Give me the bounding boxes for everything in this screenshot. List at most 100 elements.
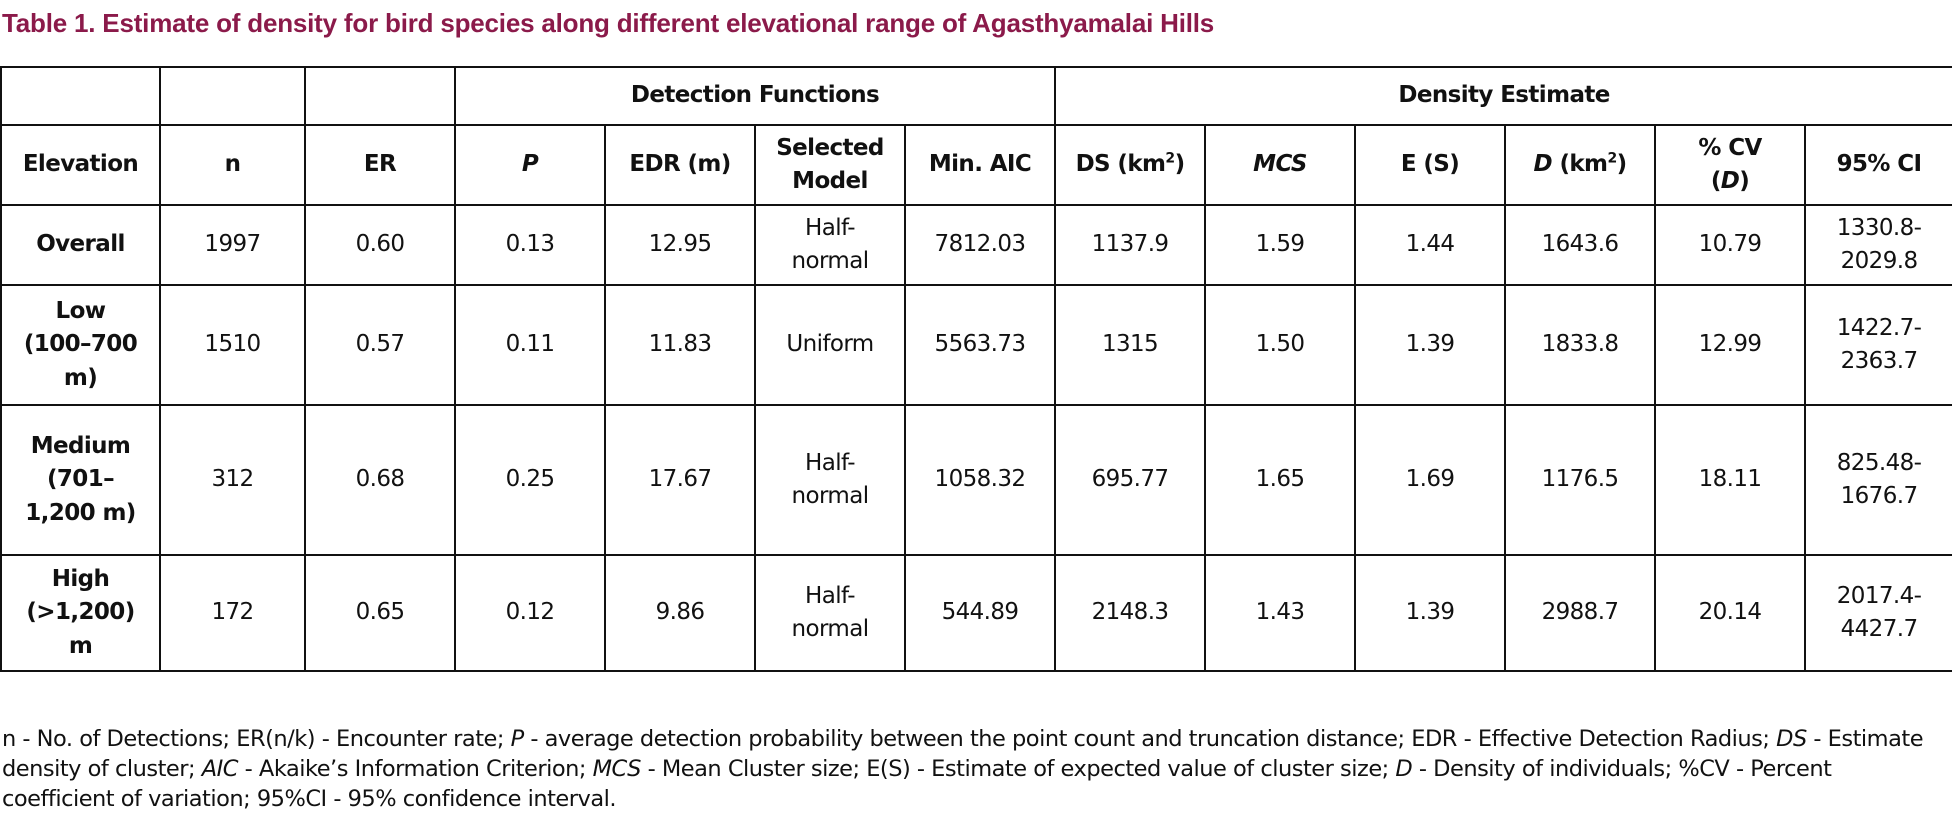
cell-model: Half-normal	[754, 404, 906, 556]
model-line: normal	[791, 248, 870, 274]
cell-d: 1643.6	[1504, 204, 1657, 286]
col-header-d-close: )	[1616, 151, 1628, 178]
col-header-selected-model-line1: Selected	[776, 134, 884, 161]
model-line: Half-	[805, 214, 856, 241]
cell-edr: 17.67	[604, 404, 756, 556]
cell-ci: 825.48- 1676.7	[1804, 404, 1952, 556]
cell-mcs: 1.43	[1204, 554, 1357, 672]
elevation-line: 1,200 m)	[25, 499, 136, 526]
table-footnote: n - No. of Detections; ER(n/k) - Encount…	[2, 724, 1942, 814]
cell-mcs: 1.65	[1204, 404, 1357, 556]
cell-ci: 1330.8- 2029.8	[1804, 204, 1952, 286]
elevation-line: (>1,200)	[26, 599, 135, 626]
table-row-medium: Medium (701– 1,200 m) 312 0.68 0.25 17.67 …	[0, 404, 1952, 556]
cell-er: 0.60	[304, 204, 456, 286]
cell-ds: 2148.3	[1054, 554, 1207, 672]
col-header-n: n	[159, 124, 306, 206]
cell-ci: 2017.4- 4427.7	[1804, 554, 1952, 672]
cell-cv: 12.99	[1654, 284, 1807, 406]
cell-model: Half-normal	[754, 204, 906, 286]
ci-line: 1330.8-	[1836, 214, 1922, 241]
cell-aic: 7812.03	[903, 204, 1057, 286]
footnote-aic-def: - Akaike’s Information Criterion;	[238, 756, 593, 782]
elevation-line: m)	[63, 364, 98, 391]
cell-mcs: 1.50	[1204, 284, 1357, 406]
cell-p: 0.25	[454, 404, 606, 556]
cell-es: 1.44	[1354, 204, 1507, 286]
col-header-d: D (km2)	[1504, 124, 1657, 206]
footnote-ds-abbr: DS	[1776, 726, 1807, 752]
header-blank-cell	[0, 66, 161, 126]
elevation-line: High	[51, 565, 110, 592]
cell-p: 0.12	[454, 554, 606, 672]
cell-elevation: High (>1,200) m	[0, 554, 161, 672]
col-header-ds-text: DS (km	[1075, 151, 1166, 178]
ci-line: 1676.7	[1840, 483, 1918, 509]
cell-n: 172	[159, 554, 306, 672]
col-header-elevation: Elevation	[0, 124, 161, 206]
col-header-cv-d: D	[1720, 168, 1740, 194]
cell-cv: 20.14	[1654, 554, 1807, 672]
model-line: Half-	[805, 449, 856, 476]
cell-es: 1.39	[1354, 284, 1507, 406]
cell-n: 1997	[159, 204, 306, 286]
col-header-edr: EDR (m)	[604, 124, 756, 206]
cell-d: 2988.7	[1504, 554, 1657, 672]
ci-line: 825.48-	[1836, 449, 1922, 476]
col-header-selected-model: Selected Model	[754, 124, 906, 206]
elevation-line: Overall	[36, 231, 125, 258]
cell-p: 0.13	[454, 204, 606, 286]
cell-mcs: 1.59	[1204, 204, 1357, 286]
table-caption: Table 1. Estimate of density for bird sp…	[2, 8, 1215, 38]
cell-d: 1833.8	[1504, 284, 1657, 406]
cell-aic: 544.89	[903, 554, 1057, 672]
cell-cv: 10.79	[1654, 204, 1807, 286]
cell-es: 1.39	[1354, 554, 1507, 672]
cell-ds: 1137.9	[1054, 204, 1207, 286]
footnote-p-def: - average detection probability between …	[523, 726, 1777, 752]
footnote-ds-def: - Estimate density of cluster;	[2, 726, 1924, 782]
col-header-er: ER	[304, 124, 456, 206]
cell-n: 1510	[159, 284, 306, 406]
col-header-cv-line1: % CV	[1698, 134, 1762, 161]
cell-cv: 18.11	[1654, 404, 1807, 556]
col-header-cv: % CV (D)	[1654, 124, 1807, 206]
ci-line: 1422.7-	[1836, 314, 1922, 341]
table-row-overall: Overall 1997 0.60 0.13 12.95 Half-normal…	[0, 204, 1952, 286]
cell-ci: 1422.7- 2363.7	[1804, 284, 1952, 406]
cell-aic: 1058.32	[903, 404, 1057, 556]
model-line: normal	[791, 616, 870, 642]
model-line: Half-	[805, 582, 856, 609]
cell-p: 0.11	[454, 284, 606, 406]
table-row-high: High (>1,200) m 172 0.65 0.12 9.86 Half-no…	[0, 554, 1952, 672]
density-table: Detection Functions Density Estimate Ele…	[0, 66, 1952, 672]
ci-line: 2029.8	[1840, 248, 1918, 274]
header-column-row: Elevation n ER P EDR (m) Selected Model M…	[0, 124, 1952, 206]
cell-elevation: Overall	[0, 204, 161, 286]
col-header-min-aic: Min. AIC	[903, 124, 1057, 206]
ci-line: 2017.4-	[1836, 582, 1922, 609]
elevation-line: Low	[55, 297, 107, 324]
footnote-d-abbr: D	[1395, 756, 1413, 782]
cell-ds: 695.77	[1054, 404, 1207, 556]
cell-elevation: Medium (701– 1,200 m)	[0, 404, 161, 556]
elevation-line: (701–	[46, 466, 115, 493]
col-header-p: P	[454, 124, 606, 206]
cell-er: 0.57	[304, 284, 456, 406]
cell-d: 1176.5	[1504, 404, 1657, 556]
col-header-cv-close: )	[1739, 168, 1750, 194]
cell-aic: 5563.73	[903, 284, 1057, 406]
model-line: normal	[791, 483, 870, 509]
col-header-p-text: P	[521, 151, 539, 178]
model-line: Uniform	[786, 331, 874, 358]
col-header-d-sup: 2	[1607, 150, 1617, 167]
col-header-mcs-text: MCS	[1253, 151, 1307, 178]
col-header-d-rest: (km	[1552, 151, 1608, 178]
col-header-ci: 95% CI	[1804, 124, 1952, 206]
ci-line: 2363.7	[1840, 348, 1918, 374]
footnote-mcs-def: - Mean Cluster size; E(S) - Estimate of …	[640, 756, 1396, 782]
cell-model: Half-normal	[754, 554, 906, 672]
header-group-row: Detection Functions Density Estimate	[0, 66, 1952, 126]
cell-er: 0.68	[304, 404, 456, 556]
